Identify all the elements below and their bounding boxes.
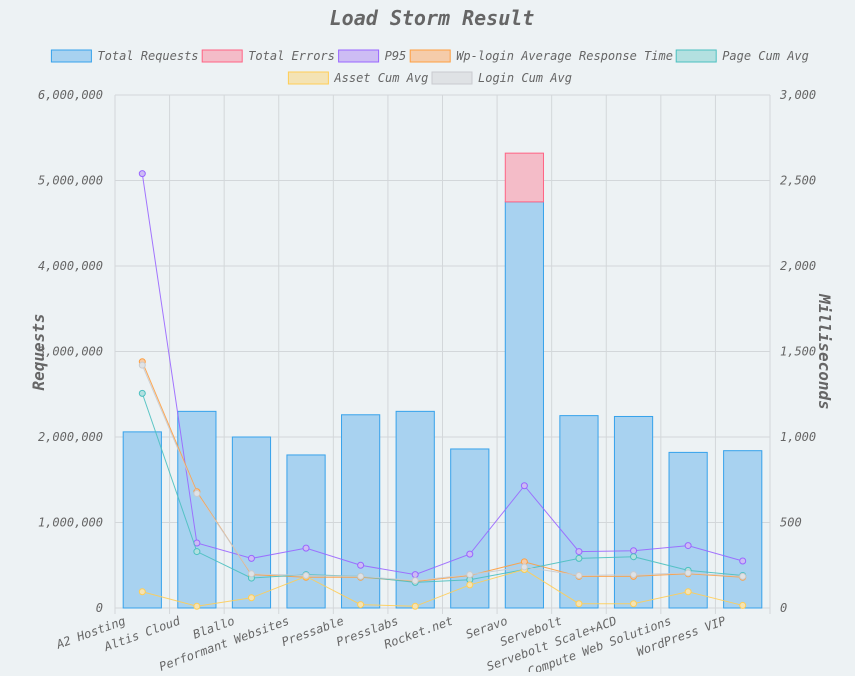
point-p95 [684, 542, 692, 550]
point-p95 [138, 170, 146, 178]
point-login-cum-avg [684, 569, 692, 577]
point-asset-cum-avg [630, 600, 638, 608]
point-login-cum-avg [247, 570, 255, 578]
legend-item: Wp-login Average Response Time [409, 49, 673, 63]
point-asset-cum-avg [575, 600, 583, 608]
point-login-cum-avg [193, 489, 201, 497]
point-login-cum-avg [138, 361, 146, 369]
point-asset-cum-avg [193, 602, 201, 610]
point-login-cum-avg [357, 572, 365, 580]
line-p95 [141, 173, 743, 576]
point-asset-cum-avg [411, 602, 419, 610]
y-right-axis-title: Milliseconds [815, 293, 834, 410]
legend-swatch [201, 49, 243, 63]
point-p95 [575, 548, 583, 556]
y-left-tick-label: 2,000,000 [38, 430, 103, 444]
line-asset-cum-avg [142, 568, 743, 607]
point-login-cum-avg [411, 577, 419, 585]
bar-total-requests [668, 451, 708, 609]
point-login-cum-avg [302, 572, 310, 580]
legend-label: Asset Cum Avg [333, 71, 428, 85]
point-asset-cum-avg [739, 601, 747, 609]
point-login-cum-avg [739, 572, 747, 580]
point-p95 [357, 561, 365, 569]
legend-swatch [409, 49, 451, 63]
bar-total-errors [504, 152, 544, 203]
y-left-axis-title: Requests [29, 313, 48, 390]
legend-swatch [431, 71, 473, 85]
y-right-tick-label: 1,000 [780, 430, 816, 444]
point-login-cum-avg [520, 563, 528, 571]
legend-swatch [338, 49, 380, 63]
point-p95 [247, 554, 255, 562]
point-page-cum-avg [138, 389, 146, 397]
legend-item: P95 [338, 49, 407, 63]
point-login-cum-avg [466, 571, 474, 579]
point-p95 [520, 482, 528, 490]
y-right-tick-label: 500 [780, 516, 802, 530]
bar-total-requests [177, 410, 217, 609]
x-tick-label: Pressable [280, 614, 346, 649]
y-left-tick-label: 3,000,000 [37, 345, 103, 359]
y-left-tick-label: 6,000,000 [38, 88, 103, 102]
legend-item: Total Requests [50, 49, 199, 63]
y-left-tick-label: 4,000,000 [38, 259, 103, 273]
point-asset-cum-avg [466, 581, 474, 589]
point-p95 [630, 547, 638, 555]
chart-title: Load Storm Result [330, 6, 535, 30]
point-p95 [466, 550, 474, 558]
legend-label: P95 [385, 49, 407, 63]
bar-total-requests [504, 201, 544, 609]
legend-item: Asset Cum Avg [287, 71, 428, 85]
legend-label: Page Cum Avg [722, 49, 809, 63]
bar-total-requests [286, 454, 326, 609]
point-p95 [302, 544, 310, 552]
y-right-tick-label: 3,000 [779, 88, 816, 102]
y-left-tick-label: 5,000,000 [38, 174, 103, 188]
legend-label: Total Requests [97, 49, 198, 63]
legend-item: Total Errors [201, 49, 335, 63]
legend-swatch [287, 71, 329, 85]
legend-label: Wp-login Average Response Time [456, 49, 673, 63]
point-page-cum-avg [630, 553, 638, 561]
point-asset-cum-avg [357, 601, 365, 609]
legend-swatch [50, 49, 92, 63]
point-p95 [411, 571, 419, 579]
legend-item: Page Cum Avg [675, 49, 809, 63]
legend-label: Total Errors [248, 49, 335, 63]
y-left-tick-label: 1,000,000 [38, 516, 103, 530]
point-login-cum-avg [630, 571, 638, 579]
point-page-cum-avg [193, 548, 201, 556]
line-page-cum-avg [141, 393, 743, 583]
point-asset-cum-avg [247, 594, 255, 602]
point-login-cum-avg [575, 572, 583, 580]
point-asset-cum-avg [684, 588, 692, 596]
y-right-tick-label: 1,500 [780, 345, 816, 359]
point-page-cum-avg [575, 554, 583, 562]
point-p95 [739, 557, 747, 565]
bar-total-requests [723, 450, 763, 609]
point-asset-cum-avg [138, 588, 146, 596]
y-right-tick-label: 2,500 [780, 174, 816, 188]
y-left-tick-label: 0 [96, 601, 103, 615]
bar-total-requests [122, 431, 162, 609]
line-login-cum-avg [141, 364, 743, 582]
legend-swatch [675, 49, 717, 63]
y-right-tick-label: 0 [780, 601, 787, 615]
legend-label: Login Cum Avg [478, 71, 572, 85]
bar-total-requests [231, 436, 272, 609]
y-right-tick-label: 2,000 [780, 259, 816, 273]
legend-item: Login Cum Avg [431, 71, 572, 85]
